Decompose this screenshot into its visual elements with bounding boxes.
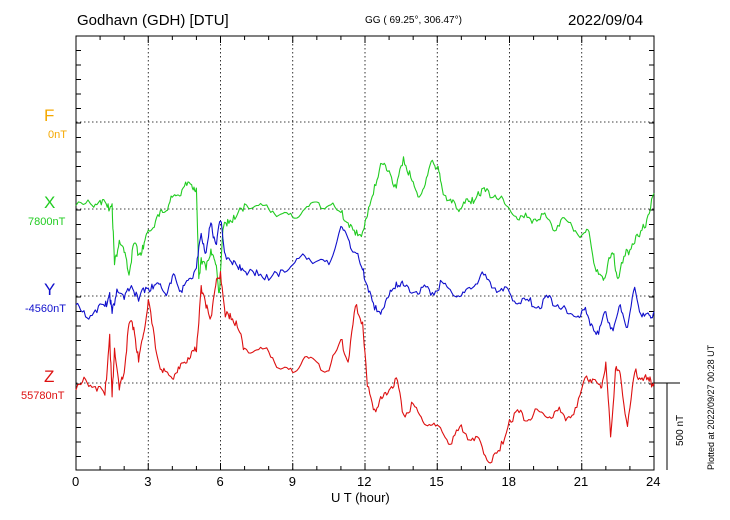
component-letter-x: X bbox=[44, 193, 56, 212]
x-tick-label: 0 bbox=[72, 474, 80, 489]
scale-bar-label: 500 nT bbox=[675, 414, 686, 446]
plot-date: 2022/09/04 bbox=[568, 12, 644, 29]
component-letter-z: Z bbox=[44, 367, 55, 386]
component-baseline-f: 0nT bbox=[48, 129, 67, 141]
component-baseline-y: -4560nT bbox=[25, 303, 66, 315]
x-axis-label: U T (hour) bbox=[331, 490, 390, 505]
x-tick-label: 12 bbox=[357, 474, 372, 489]
x-tick-label: 9 bbox=[288, 474, 296, 489]
component-baseline-x: 7800nT bbox=[28, 216, 66, 228]
x-tick-label: 15 bbox=[429, 474, 444, 489]
x-tick-label: 18 bbox=[501, 474, 516, 489]
grid-lines bbox=[76, 36, 654, 470]
x-tick-label: 24 bbox=[646, 474, 661, 489]
x-tick-label: 21 bbox=[573, 474, 589, 489]
series-group bbox=[75, 156, 655, 464]
station-title: Godhavn (GDH) [DTU] bbox=[77, 12, 229, 29]
component-letter-y: Y bbox=[44, 280, 56, 299]
x-tick-label: 6 bbox=[216, 474, 224, 489]
component-letter-f: F bbox=[44, 106, 55, 125]
x-tick-label: 3 bbox=[144, 474, 152, 489]
scale-bar bbox=[654, 382, 680, 470]
series-line-x bbox=[75, 156, 655, 294]
station-coordinates: GG ( 69.25°, 306.47°) bbox=[365, 15, 462, 26]
plotted-timestamp: Plotted at 2022/09/27 00:28 UT bbox=[706, 344, 716, 470]
axis-ticks bbox=[75, 36, 655, 470]
component-baseline-z: 55780nT bbox=[21, 390, 65, 402]
series-line-z bbox=[75, 271, 655, 464]
series-line-y bbox=[75, 220, 655, 336]
